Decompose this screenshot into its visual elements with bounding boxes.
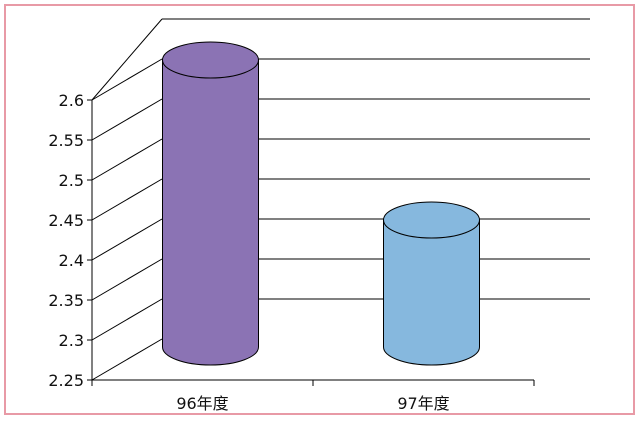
x-category-label: 97年度	[397, 394, 449, 413]
y-tick-label: 2.6	[59, 91, 84, 110]
gridline-side	[91, 218, 163, 261]
y-tick-label: 2.35	[48, 291, 84, 310]
gridline-side	[91, 58, 163, 101]
bar-top	[383, 201, 480, 239]
y-tick-label: 2.4	[59, 251, 84, 270]
x-axis-categories: 96年度 97年度	[91, 380, 535, 413]
bars	[162, 41, 480, 366]
gridline-side	[91, 98, 163, 141]
y-tick-label: 2.25	[48, 371, 84, 390]
gridline-top-diagonal	[91, 18, 163, 101]
bar-body	[162, 59, 259, 366]
chart-frame: 2.25 2.3 2.35 2.4 2.45 2.5 2.55 2.6 96年度 97年度	[4, 4, 635, 415]
y-axis-ticks: 2.25 2.3 2.35 2.4 2.45 2.5 2.55 2.6	[48, 91, 92, 390]
gridline-side	[91, 258, 163, 301]
y-tick-label: 2.3	[59, 331, 84, 350]
bar-top	[162, 41, 259, 79]
bar-2	[383, 201, 480, 366]
bar-body	[383, 219, 480, 366]
x-category-label: 96年度	[176, 394, 228, 413]
bar-1	[162, 41, 259, 366]
gridline-side	[91, 298, 163, 341]
gridline-side	[91, 178, 163, 221]
y-tick-label: 2.5	[59, 171, 84, 190]
floor-diagonal	[91, 338, 163, 381]
gridline-side	[91, 138, 163, 181]
y-tick-label: 2.55	[48, 131, 84, 150]
y-tick-label: 2.45	[48, 211, 84, 230]
